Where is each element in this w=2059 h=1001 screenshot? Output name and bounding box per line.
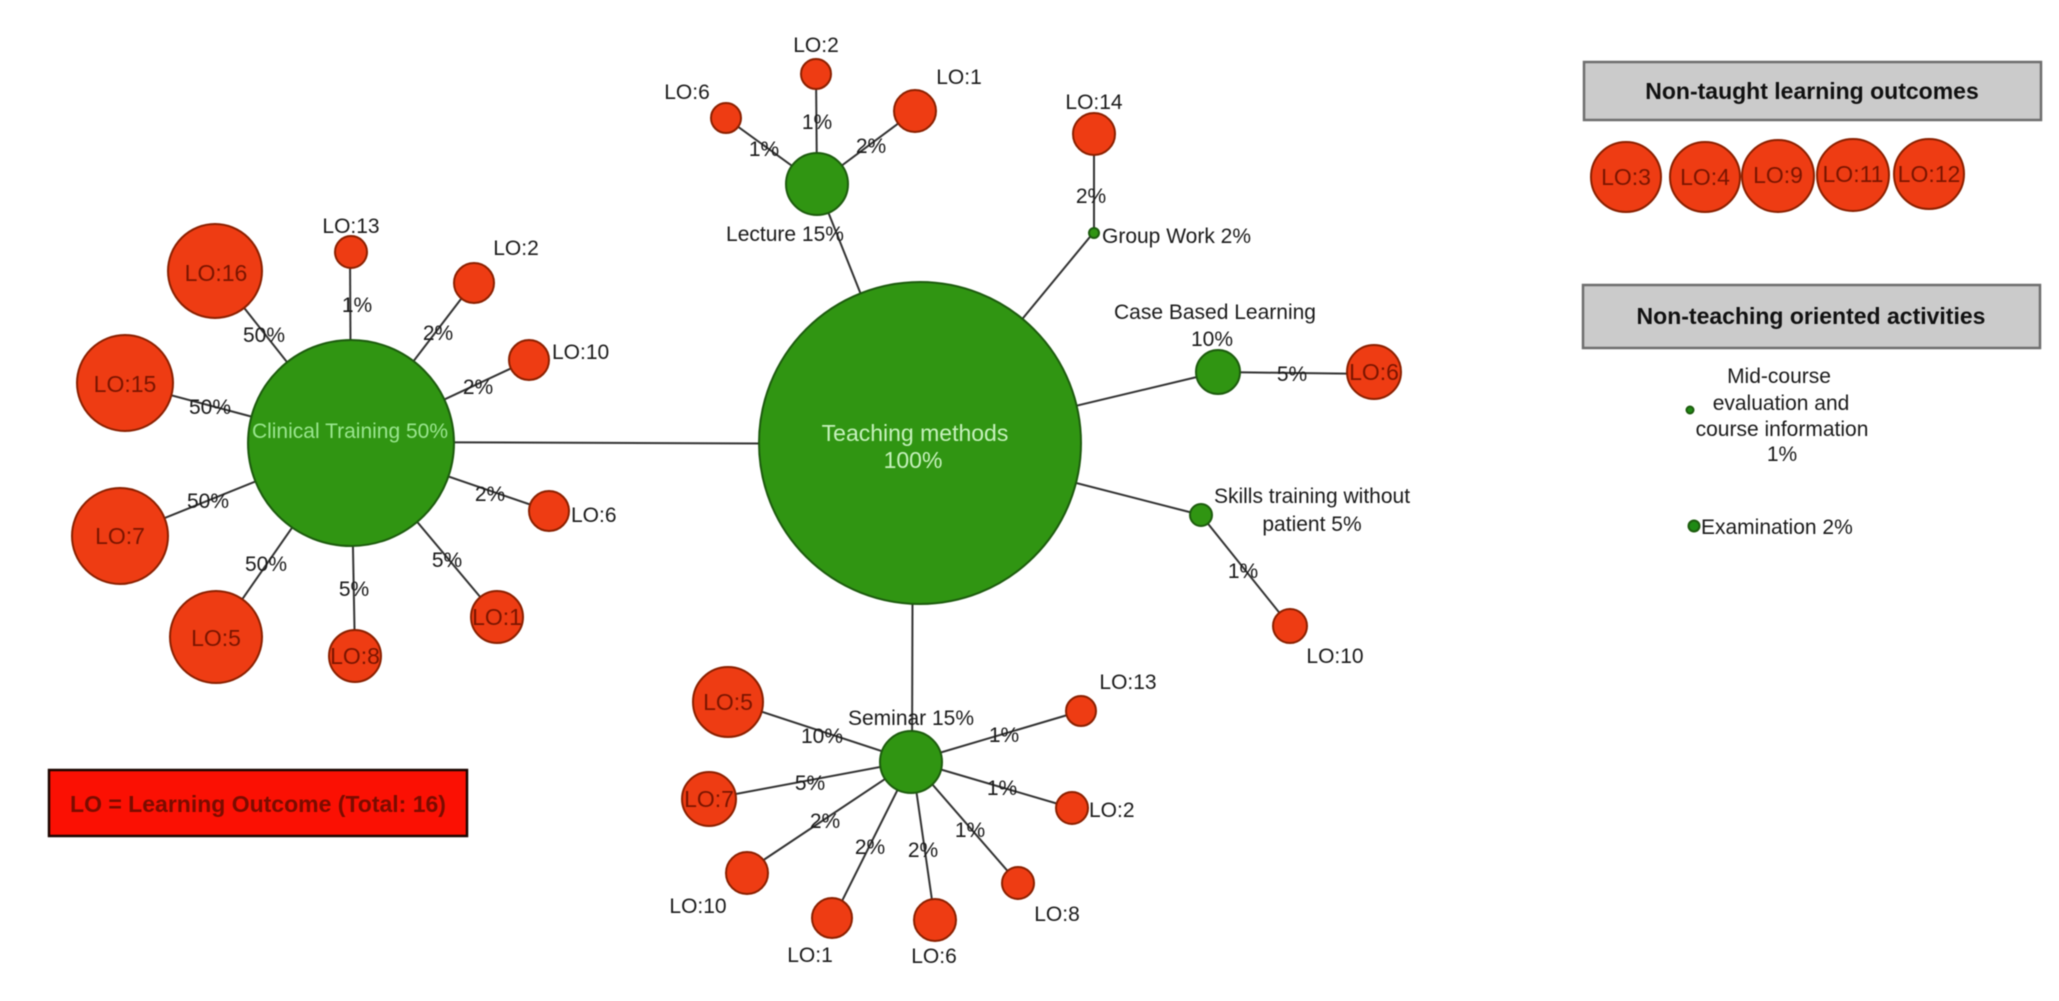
svg-text:50%: 50% [243, 324, 285, 347]
svg-text:2%: 2% [856, 135, 886, 158]
svg-text:5%: 5% [1277, 363, 1307, 386]
svg-text:1%: 1% [342, 294, 372, 317]
svg-text:Examination 2%: Examination 2% [1701, 516, 1853, 539]
svg-text:LO:10: LO:10 [552, 341, 609, 364]
svg-text:LO:8: LO:8 [330, 643, 380, 669]
svg-text:5%: 5% [339, 578, 369, 601]
svg-text:LO:12: LO:12 [1898, 161, 1961, 187]
svg-text:2%: 2% [908, 839, 938, 862]
svg-text:1%: 1% [749, 138, 779, 161]
svg-text:LO:2: LO:2 [1089, 799, 1135, 822]
svg-text:LO:14: LO:14 [1065, 91, 1123, 114]
svg-text:Case Based Learning: Case Based Learning [1114, 301, 1316, 324]
svg-text:LO:13: LO:13 [322, 215, 379, 238]
svg-text:LO:3: LO:3 [1601, 164, 1651, 190]
svg-text:1%: 1% [955, 819, 985, 842]
svg-text:LO:6: LO:6 [571, 504, 617, 527]
svg-text:Mid-course: Mid-course [1727, 365, 1831, 388]
svg-text:1%: 1% [987, 777, 1017, 800]
svg-text:2%: 2% [463, 376, 493, 399]
svg-text:LO:7: LO:7 [684, 786, 734, 812]
svg-text:Lecture 15%: Lecture 15% [726, 223, 844, 246]
svg-text:LO:6: LO:6 [1349, 359, 1399, 385]
svg-text:LO:15: LO:15 [94, 371, 157, 397]
svg-text:LO:10: LO:10 [1306, 645, 1363, 668]
svg-text:5%: 5% [432, 549, 462, 572]
svg-text:course information: course information [1696, 418, 1869, 441]
svg-text:LO:6: LO:6 [664, 81, 710, 104]
svg-text:LO:6: LO:6 [911, 945, 957, 968]
svg-text:LO:13: LO:13 [1099, 671, 1156, 694]
svg-text:2%: 2% [855, 836, 885, 859]
svg-text:Seminar 15%: Seminar 15% [848, 707, 974, 730]
svg-text:10%: 10% [801, 725, 843, 748]
svg-text:100%: 100% [884, 447, 943, 473]
svg-text:2%: 2% [475, 483, 505, 506]
svg-text:Skills training without: Skills training without [1214, 485, 1410, 508]
svg-text:50%: 50% [189, 396, 231, 419]
svg-text:1%: 1% [989, 724, 1019, 747]
svg-text:LO:1: LO:1 [936, 66, 982, 89]
svg-text:LO:8: LO:8 [1034, 903, 1080, 926]
svg-text:5%: 5% [795, 772, 825, 795]
svg-text:LO:5: LO:5 [191, 625, 241, 651]
svg-text:LO:4: LO:4 [1680, 164, 1730, 190]
svg-text:LO:2: LO:2 [793, 34, 839, 57]
svg-text:50%: 50% [245, 553, 287, 576]
svg-text:2%: 2% [423, 322, 453, 345]
svg-text:LO:1: LO:1 [787, 944, 833, 967]
svg-text:LO:16: LO:16 [185, 260, 248, 286]
svg-text:LO:10: LO:10 [669, 895, 726, 918]
svg-text:LO:7: LO:7 [95, 523, 145, 549]
svg-text:LO:9: LO:9 [1753, 162, 1803, 188]
svg-text:LO:5: LO:5 [703, 689, 753, 715]
svg-text:1%: 1% [802, 111, 832, 134]
svg-text:Group Work 2%: Group Work 2% [1102, 225, 1251, 248]
svg-text:evaluation and: evaluation and [1713, 392, 1850, 415]
svg-text:Non-teaching oriented activiti: Non-teaching oriented activities [1637, 303, 1986, 329]
svg-text:10%: 10% [1191, 328, 1233, 351]
svg-text:2%: 2% [1076, 185, 1106, 208]
svg-text:50%: 50% [187, 490, 229, 513]
svg-text:1%: 1% [1767, 443, 1797, 466]
svg-text:LO = Learning Outcome (Total:: LO = Learning Outcome (Total: 16) [70, 791, 446, 817]
svg-text:1%: 1% [1228, 560, 1258, 583]
svg-text:Non-taught learning outcomes: Non-taught learning outcomes [1645, 78, 1979, 104]
svg-text:patient 5%: patient 5% [1262, 513, 1361, 536]
svg-text:LO:2: LO:2 [493, 237, 539, 260]
svg-text:2%: 2% [810, 810, 840, 833]
svg-text:Teaching methods: Teaching methods [822, 420, 1009, 446]
svg-text:LO:1: LO:1 [472, 604, 522, 630]
svg-text:LO:11: LO:11 [1823, 161, 1884, 187]
svg-text:Clinical Training 50%: Clinical Training 50% [252, 420, 448, 443]
